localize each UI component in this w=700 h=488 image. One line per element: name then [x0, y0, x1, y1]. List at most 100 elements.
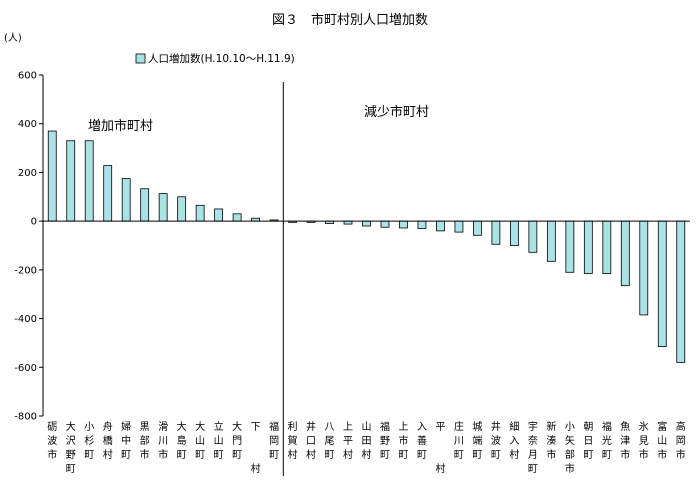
- x-tick-label: 町: [398, 450, 408, 461]
- x-tick-label: 高: [676, 420, 686, 433]
- x-tick-label: 町: [66, 464, 76, 475]
- bar: [528, 220, 538, 253]
- x-tick-label: 平: [343, 436, 353, 447]
- x-tick-label: 市: [639, 448, 649, 461]
- x-tick-label: 市: [398, 434, 408, 447]
- y-tick-label: 0: [31, 217, 37, 228]
- x-tick-label: 町: [269, 450, 279, 461]
- x-tick-label: 市: [140, 448, 150, 461]
- x-tick-label: 光: [602, 434, 612, 447]
- x-tick-label: 津: [620, 435, 630, 447]
- x-tick-label: 村: [343, 448, 353, 461]
- x-tick-label: 村: [103, 448, 113, 461]
- x-tick-label: 岡: [269, 435, 279, 447]
- x-tick-label: 山: [214, 435, 224, 447]
- x-tick-label: 町: [528, 464, 538, 475]
- x-tick-label: 川: [158, 436, 168, 447]
- x-tick-label: 細: [509, 420, 519, 433]
- x-tick-label: 部: [140, 434, 150, 447]
- x-tick-label: 町: [177, 450, 187, 461]
- bar: [66, 140, 76, 222]
- x-tick-label: 尾: [325, 435, 335, 447]
- y-tick-label: -200: [14, 265, 37, 276]
- legend-label: 人口増加数(H.10.10～H.11.9): [148, 52, 295, 65]
- bar: [417, 220, 427, 229]
- bar: [473, 220, 482, 236]
- decrease-annotation: 減少市町村: [364, 104, 429, 120]
- x-tick-label: 庄: [454, 420, 464, 433]
- x-tick-label: 市: [620, 448, 630, 461]
- x-tick-label: 町: [602, 450, 612, 461]
- x-tick-label: 八: [325, 422, 335, 433]
- x-tick-label: 中: [121, 434, 131, 447]
- x-tick-label: 立: [214, 420, 224, 433]
- x-tick-label: 市: [657, 448, 667, 461]
- x-tick-label: 町: [214, 450, 224, 461]
- x-tick-label: 門: [232, 435, 242, 447]
- x-tick-label: 口: [306, 436, 316, 447]
- x-tick-label: 賀: [288, 435, 298, 447]
- x-tick-label: 下: [251, 422, 261, 433]
- x-tick-label: 野: [66, 449, 76, 461]
- x-tick-label: 町: [232, 450, 242, 461]
- x-tick-label: 小: [84, 421, 94, 433]
- x-tick-label: 入: [417, 422, 427, 433]
- x-tick-label: 舟: [103, 420, 113, 433]
- bar: [454, 220, 464, 233]
- bar: [214, 208, 224, 222]
- x-tick-label: 市: [47, 448, 57, 461]
- x-tick-label: 大: [177, 420, 187, 433]
- x-tick-label: 市: [158, 448, 168, 461]
- x-tick-label: 村: [362, 448, 372, 461]
- y-axis-unit-label: (人): [4, 32, 22, 44]
- bar: [602, 220, 612, 274]
- x-tick-label: 村: [288, 448, 298, 461]
- x-tick-label: 利: [288, 421, 298, 433]
- x-tick-label: 村: [509, 448, 519, 461]
- x-tick-label: 市: [676, 448, 686, 461]
- x-tick-label: 野: [380, 435, 390, 447]
- x-tick-label: 善: [417, 434, 427, 447]
- x-tick-label: 杉: [84, 434, 94, 447]
- x-tick-label: 福: [380, 420, 390, 433]
- x-tick-label: 橋: [103, 434, 113, 447]
- x-tick-label: 砺: [47, 421, 57, 433]
- x-tick-label: 町: [84, 450, 94, 461]
- y-tick-label: 600: [18, 71, 37, 82]
- bar: [47, 130, 57, 222]
- x-tick-label: 山: [195, 435, 205, 447]
- x-tick-label: 宇: [528, 420, 538, 433]
- bar: [583, 220, 593, 274]
- bar: [195, 204, 205, 222]
- x-tick-label: 湊: [546, 434, 556, 447]
- x-tick-label: 町: [472, 450, 482, 461]
- bar: [436, 220, 445, 232]
- x-tick-label: 月: [528, 449, 538, 461]
- x-tick-label: 川: [454, 436, 464, 447]
- x-tick-label: 井: [306, 420, 316, 433]
- y-tick-label: -800: [14, 412, 37, 423]
- x-tick-label: 市: [546, 448, 556, 461]
- x-tick-label: 魚: [620, 420, 630, 433]
- x-tick-label: 富: [657, 420, 667, 433]
- y-tick-label: -400: [14, 314, 37, 325]
- x-tick-label: 大: [232, 420, 242, 433]
- x-tick-label: 町: [325, 450, 335, 461]
- x-tick-label: 黒: [140, 421, 150, 433]
- y-tick-label: 400: [18, 119, 37, 130]
- x-tick-label: 村: [435, 462, 445, 475]
- legend: 人口増加数(H.10.10～H.11.9): [135, 52, 295, 65]
- x-tick-label: 岡: [676, 435, 686, 447]
- axis-lines: [42, 75, 690, 476]
- x-tick-label: 島: [177, 434, 187, 447]
- x-tick-label: 婦: [121, 421, 131, 433]
- x-tick-label: 朝: [583, 421, 593, 433]
- bar: [380, 220, 390, 228]
- x-tick-label: 村: [306, 448, 316, 461]
- x-tick-label: 新: [546, 420, 556, 433]
- y-tick-label: 200: [18, 168, 37, 179]
- x-tick-label: 大: [66, 420, 76, 433]
- bar: [121, 178, 131, 222]
- x-tick-label: 町: [491, 450, 501, 461]
- x-tick-label: 上: [343, 421, 353, 433]
